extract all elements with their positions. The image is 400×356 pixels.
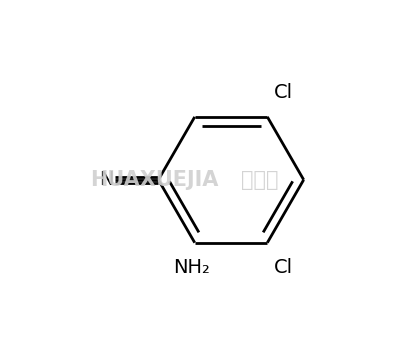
Text: HUAXUEJIA: HUAXUEJIA (90, 170, 218, 190)
Text: Cl: Cl (274, 83, 293, 102)
Text: Cl: Cl (274, 258, 293, 277)
Text: N: N (99, 170, 113, 189)
Text: 化学加: 化学加 (241, 170, 278, 190)
Text: NH₂: NH₂ (174, 258, 210, 277)
